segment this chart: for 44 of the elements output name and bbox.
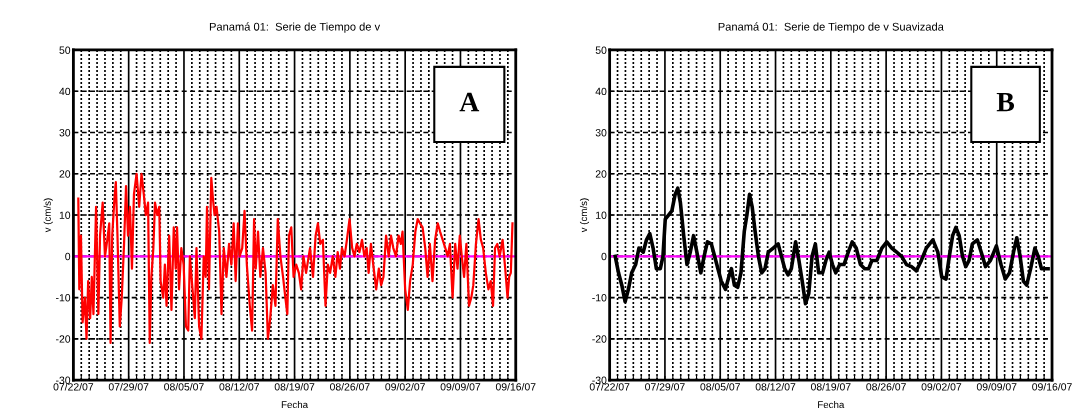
y-tick-label: -20 xyxy=(56,335,71,343)
y-tick-label: -20 xyxy=(592,335,607,343)
y-tick-label: 20 xyxy=(59,170,71,178)
x-tick-label: 08/26/07 xyxy=(330,382,370,391)
y-tick-label: -30 xyxy=(592,376,607,384)
annotation: B xyxy=(996,92,1015,112)
y-axis-title: v (cm/s) xyxy=(579,198,590,233)
x-tick-label: 07/29/07 xyxy=(108,382,149,391)
x-axis-title: Fecha xyxy=(818,400,845,409)
y-tick-label: -10 xyxy=(56,294,71,302)
y-tick-label: 0 xyxy=(601,252,607,261)
y-tick-label: 0 xyxy=(65,252,71,261)
y-tick-label: -10 xyxy=(592,294,607,302)
x-tick-label: 07/22/07 xyxy=(589,382,630,391)
x-tick-label: 08/12/07 xyxy=(219,382,260,391)
x-tick-label: 07/29/07 xyxy=(645,382,685,391)
chart-title: Panamá 01: Serie de Tiempo de v xyxy=(209,22,381,33)
y-tick-label: 30 xyxy=(595,129,607,137)
x-tick-label: 08/12/07 xyxy=(755,382,796,391)
x-tick-label: 08/19/07 xyxy=(810,382,851,391)
x-tick-label: 09/09/07 xyxy=(976,382,1017,391)
y-tick-label: 40 xyxy=(59,87,71,96)
x-axis-title: Fecha xyxy=(281,400,309,409)
annotation: A xyxy=(459,92,480,112)
x-tick-label: 09/02/07 xyxy=(921,382,962,391)
y-tick-label: -30 xyxy=(56,376,71,384)
x-tick-label: 09/16/07 xyxy=(495,382,536,391)
y-tick-label: 10 xyxy=(59,211,71,219)
y-tick-label: 50 xyxy=(595,46,607,54)
y-tick-label: 20 xyxy=(595,170,607,178)
y-tick-label: 40 xyxy=(595,87,607,96)
x-tick-label: 09/16/07 xyxy=(1032,382,1072,391)
x-tick-label: 07/22/07 xyxy=(53,382,94,391)
x-tick-label: 08/26/07 xyxy=(866,382,906,391)
x-tick-label: 08/05/07 xyxy=(700,382,740,391)
x-tick-label: 09/09/07 xyxy=(440,382,481,391)
y-tick-label: 10 xyxy=(596,211,607,219)
x-tick-label: 08/19/07 xyxy=(274,382,315,391)
y-tick-label: 50 xyxy=(59,46,71,54)
y-axis-title: v (cm/s) xyxy=(43,198,53,233)
x-tick-label: 08/05/07 xyxy=(164,382,204,391)
chart-title: Panamá 01: Serie de Tiempo de v Suavizada xyxy=(718,22,944,33)
y-tick-label: 30 xyxy=(59,129,71,137)
x-tick-label: 09/02/07 xyxy=(385,382,425,391)
